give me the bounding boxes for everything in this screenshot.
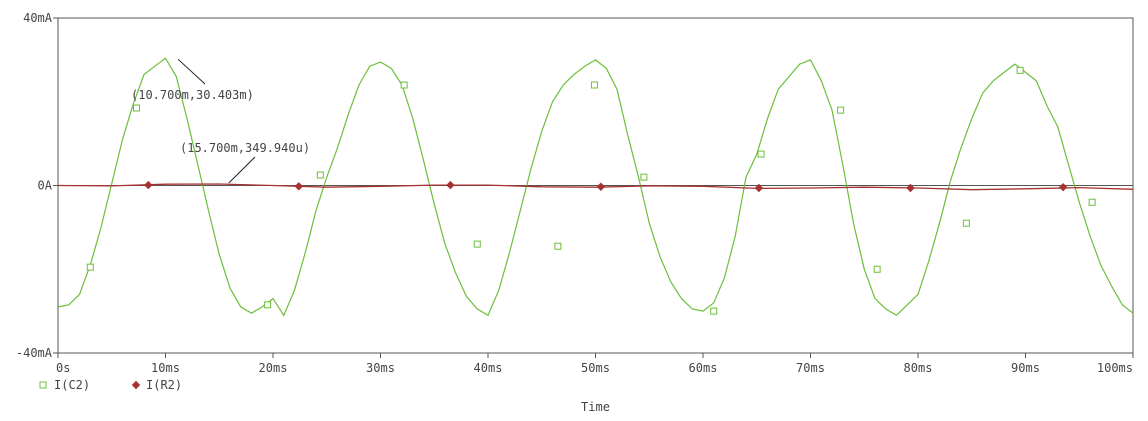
x-tick-label: 30ms: [366, 361, 395, 375]
marker-ir2: [294, 182, 304, 191]
marker-ir2: [446, 180, 455, 190]
x-tick-label: 90ms: [1011, 361, 1040, 375]
x-axis-label: Time: [581, 400, 610, 414]
x-tick-label: 10ms: [151, 361, 180, 375]
legend-label-ir2: I(R2): [146, 378, 182, 392]
legend-marker-ic2: [39, 381, 47, 389]
marker-ir2: [754, 183, 764, 193]
series-line-ir2: [57, 183, 1134, 191]
marker-ic2: [757, 150, 765, 158]
marker-ic2: [873, 265, 881, 273]
x-tick-label: 0s: [56, 361, 70, 375]
legend-marker-ir2: [131, 380, 141, 390]
annotation-label: (15.700m,349.940u): [180, 141, 310, 155]
y-tick-label: 40mA: [23, 11, 53, 25]
marker-ic2: [554, 242, 562, 250]
marker-ic2: [640, 173, 648, 181]
series-line-ic2: [57, 57, 1134, 317]
x-tick-label: 50ms: [581, 361, 610, 375]
annotation-leader: [177, 58, 206, 85]
marker-ic2: [316, 171, 324, 179]
annotation-leader: [228, 156, 256, 184]
marker-ic2: [837, 106, 845, 114]
marker-ic2: [962, 219, 970, 227]
annotation-label: (10.700m,30.403m): [131, 88, 254, 102]
y-tick-label: -40mA: [16, 346, 53, 360]
x-tick-label: 20ms: [259, 361, 288, 375]
marker-ic2: [590, 81, 598, 89]
x-tick-label: 100ms: [1097, 361, 1133, 375]
x-tick-label: 40ms: [474, 361, 503, 375]
x-tick-label: 60ms: [689, 361, 718, 375]
marker-ic2: [86, 263, 94, 271]
marker-ir2: [144, 180, 153, 190]
marker-ic2: [264, 301, 272, 309]
x-tick-label: 70ms: [796, 361, 825, 375]
y-tick-label: 0A: [38, 179, 53, 193]
x-tick-label: 80ms: [904, 361, 933, 375]
legend-label-ic2: I(C2): [54, 378, 90, 392]
marker-ic2: [473, 240, 481, 248]
marker-ir2: [596, 182, 606, 191]
marker-ir2: [1058, 182, 1068, 192]
marker-ir2: [906, 183, 915, 193]
marker-ic2: [710, 307, 718, 315]
marker-ic2: [400, 81, 408, 89]
marker-ic2: [1088, 198, 1096, 206]
marker-ic2: [1016, 66, 1024, 74]
marker-ic2: [132, 104, 140, 112]
